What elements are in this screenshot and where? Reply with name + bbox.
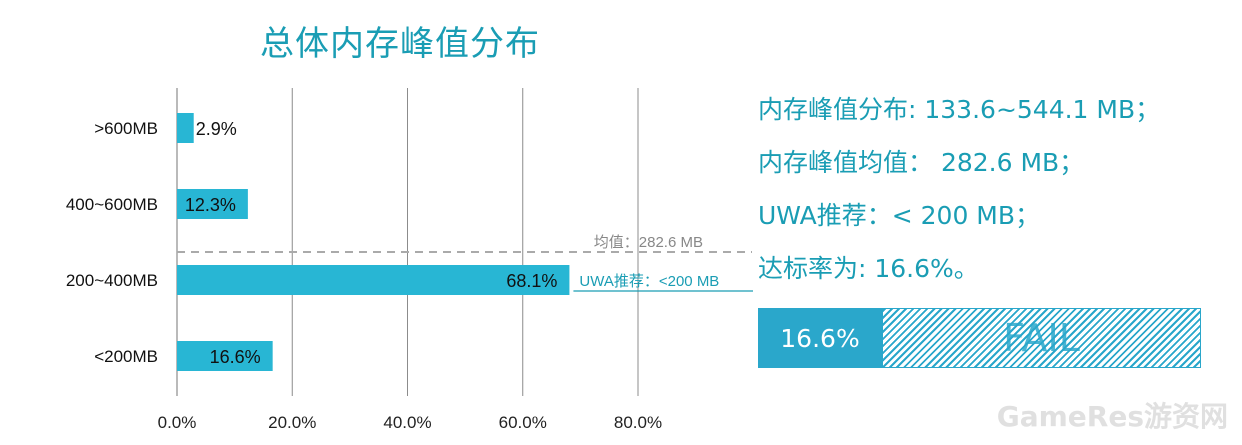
mean-label: 均值：282.6 MB [594,234,703,251]
x-tick-label: 60.0% [499,413,547,432]
info-pass-rate: 达标率为: 16.6%。 [758,254,979,283]
bar [177,341,273,371]
bar-value-label: 2.9% [196,119,237,139]
x-tick-label: 20.0% [268,413,316,432]
info-recommendation: UWA推荐：< 200 MB； [758,201,1041,230]
category-label: 400~600MB [66,195,158,214]
bar-value-label: 12.3% [185,195,236,215]
status-result: FAIL [1003,316,1080,360]
status-value: 16.6% [758,308,882,368]
bar-value-label: 68.1% [506,271,557,291]
info-mean: 内存峰值均值： 282.6 MB； [758,148,1085,177]
status-result-panel: FAIL [882,308,1201,368]
bar-chart: 0.0% 20.0% 40.0% 60.0% 80.0% 均值：282.6 MB >600M… [66,88,753,432]
info-distribution: 内存峰值分布: 133.6~544.1 MB； [758,95,1161,124]
category-label: <200MB [94,347,158,366]
watermark: GameRes游资网 [996,400,1228,433]
bar [177,189,248,219]
bar [177,265,570,295]
category-label: >600MB [94,119,158,138]
status-bar: 16.6% FAIL [758,308,1201,368]
x-tick-label: 0.0% [158,413,197,432]
chart-title: 总体内存峰值分布 [260,24,540,64]
recommend-label: UWA推荐：<200 MB [579,273,719,290]
bar-value-label: 16.6% [210,347,261,367]
bar [177,113,194,143]
x-tick-label: 40.0% [383,413,431,432]
category-label: 200~400MB [66,271,158,290]
x-tick-label: 80.0% [614,413,662,432]
